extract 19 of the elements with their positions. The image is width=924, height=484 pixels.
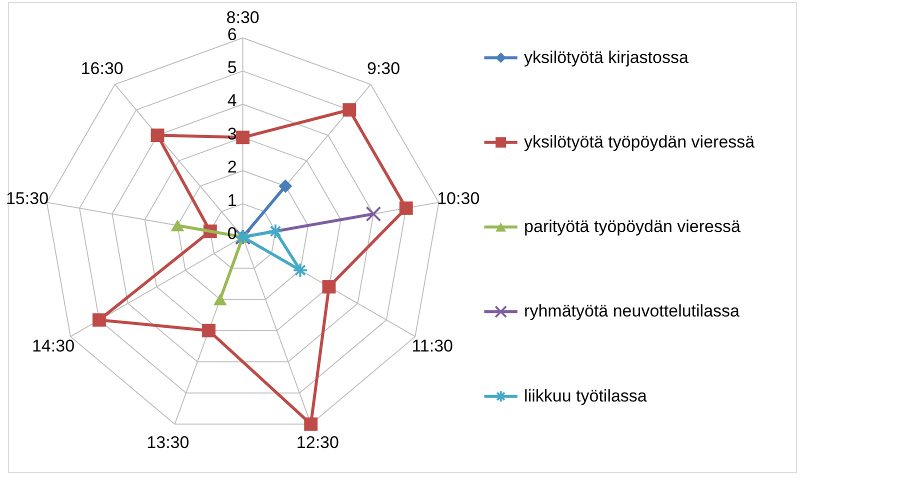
y-tick-label: 4 [227,91,237,110]
legend-label: ryhmätyötä neuvottelutilassa [524,302,740,321]
spoke-label: 13:30 [146,432,190,452]
spoke-label: 16:30 [80,59,124,78]
legend-label: yksilötyötä työpöydän vieressä [524,132,756,152]
spoke-label: 9:30 [366,59,400,78]
legend-label: liikkuu työtilassa [524,386,648,406]
spoke-label: 12:30 [296,432,339,452]
y-tick-label: 5 [227,58,237,78]
spoke-label: 15:30 [6,188,49,208]
y-tick-label: 1 [227,190,237,210]
spoke-label: 14:30 [32,336,75,356]
y-tick-label: 2 [227,158,237,177]
legend-label: yksilötyötä kirjastossa [524,48,689,67]
y-tick-label: 6 [227,24,237,44]
legend-label: parityötä työpöydän vieressä [524,217,741,236]
spoke-label: 8:30 [226,8,260,27]
spoke-label: 11:30 [412,336,454,356]
spoke-label: 10:30 [437,188,480,208]
